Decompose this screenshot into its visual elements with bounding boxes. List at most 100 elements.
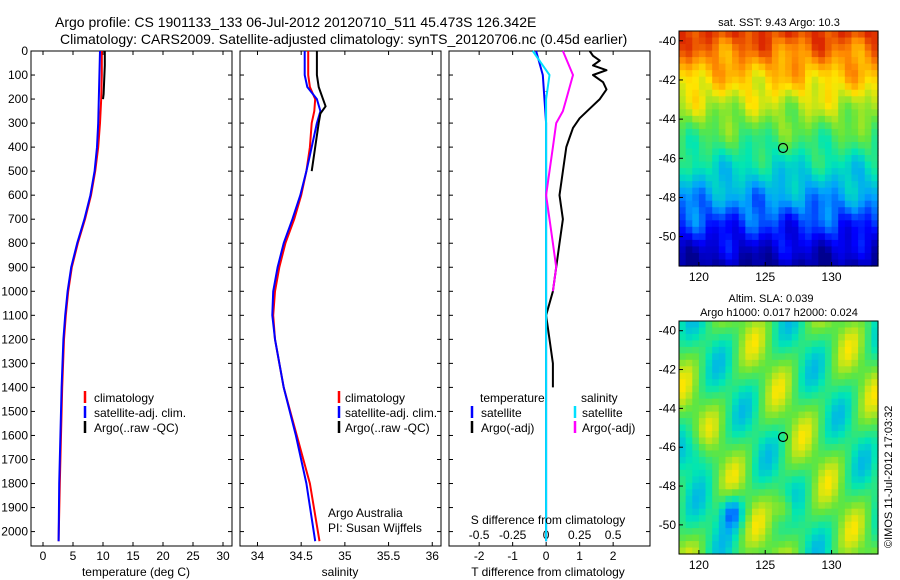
map-cell	[738, 528, 746, 536]
map-cell	[685, 252, 693, 261]
argo-position-marker	[777, 142, 789, 154]
map-cell	[712, 109, 720, 117]
map-cell	[805, 50, 813, 58]
map-cell	[685, 385, 693, 393]
map-cell	[858, 482, 866, 490]
map-cell	[725, 57, 733, 65]
map-cell	[679, 252, 687, 261]
map-cell	[851, 109, 859, 117]
map-cell	[705, 502, 713, 510]
map-cell	[838, 476, 846, 484]
map-cell	[679, 141, 687, 150]
map-cell	[811, 411, 819, 419]
map-cell	[758, 174, 766, 182]
map-cell	[745, 194, 753, 202]
map-cell	[851, 168, 859, 176]
map-cell	[751, 200, 760, 208]
map-cell	[818, 70, 826, 78]
map-cell	[745, 333, 753, 342]
map-cell	[831, 89, 839, 97]
map-cell	[838, 333, 846, 342]
map-cell	[798, 115, 806, 123]
x-tick-label: 120	[689, 558, 709, 572]
y-tick-label: 1500	[1, 404, 28, 418]
map-cell	[692, 168, 700, 176]
map-cell	[745, 168, 753, 176]
map-cell	[831, 321, 839, 329]
map-cell	[864, 207, 872, 215]
map-cell	[791, 141, 799, 150]
map-cell	[844, 327, 853, 335]
map-cell	[698, 502, 707, 510]
map-cell	[851, 547, 859, 555]
map-cell	[871, 327, 879, 335]
map-cell	[679, 534, 687, 542]
map-cell	[771, 122, 780, 130]
map-cell	[679, 109, 687, 117]
map-cell	[811, 508, 819, 516]
map-cell	[844, 89, 853, 97]
map-cell	[778, 508, 786, 516]
map-cell	[751, 502, 760, 510]
map-cell	[778, 528, 786, 536]
map-cell	[831, 515, 839, 523]
map-cell	[751, 115, 760, 123]
map-cell	[838, 359, 846, 367]
map-cell	[851, 482, 859, 490]
map-cell	[692, 508, 700, 516]
x-tick-label: 35.5	[377, 549, 401, 563]
map-cell	[692, 252, 700, 261]
map-cell	[864, 547, 872, 555]
map-cell	[712, 76, 720, 84]
map-cell	[791, 102, 799, 110]
map-cell	[838, 44, 846, 52]
map-cell	[805, 392, 813, 400]
map-cell	[751, 353, 760, 361]
map-cell	[824, 547, 833, 555]
map-cell	[798, 70, 806, 78]
map-cell	[712, 541, 720, 549]
map-cell	[844, 44, 853, 52]
map-cell	[785, 534, 793, 542]
map-cell	[765, 379, 773, 387]
map-cell	[798, 515, 806, 523]
map-cell	[745, 450, 753, 458]
map-cell	[811, 44, 819, 52]
map-cell	[871, 463, 879, 471]
map-cell	[705, 418, 713, 426]
map-cell	[831, 135, 839, 143]
map-cell	[705, 411, 713, 419]
map-cell	[692, 187, 700, 195]
map-cell	[705, 63, 713, 71]
map-cell	[871, 469, 879, 477]
map-cell	[838, 456, 846, 464]
map-cell	[765, 31, 773, 39]
map-cell	[811, 547, 819, 555]
map-cell	[831, 213, 839, 221]
map-cell	[871, 502, 879, 510]
map-cell	[844, 161, 853, 169]
map-cell	[805, 547, 813, 555]
map-cell	[805, 528, 813, 536]
map-cell	[732, 83, 740, 91]
map-cell	[698, 424, 707, 432]
map-cell	[751, 541, 760, 549]
map-cell	[765, 109, 773, 117]
map-cell	[758, 63, 766, 71]
map-cell	[778, 70, 786, 78]
map-cell	[692, 102, 700, 110]
map-cell	[831, 437, 839, 445]
map-cell	[745, 547, 753, 555]
map-cell	[785, 174, 793, 182]
map-cell	[831, 207, 839, 215]
map-cell	[851, 321, 859, 329]
map-cell	[858, 418, 866, 426]
map-cell	[838, 528, 846, 536]
map-cell	[698, 405, 707, 413]
map-cell	[751, 456, 760, 464]
map-cell	[705, 476, 713, 484]
difference-panel	[448, 50, 651, 547]
map-cell	[771, 44, 780, 52]
legend-label-climatology: climatology	[94, 391, 154, 405]
map-cell	[805, 541, 813, 549]
